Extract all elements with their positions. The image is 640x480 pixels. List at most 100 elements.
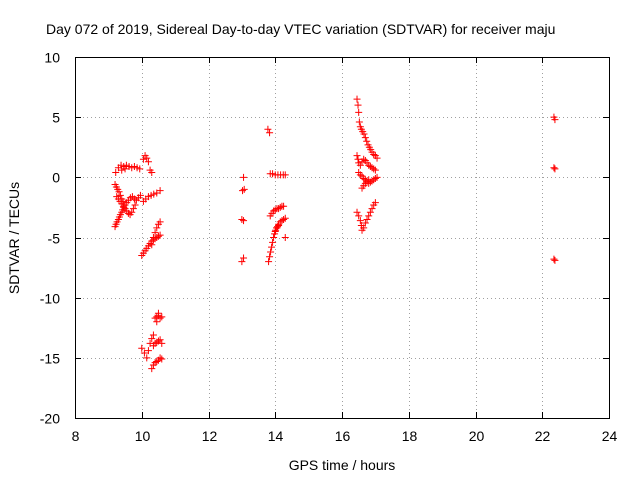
x-tick-label: 18 bbox=[402, 428, 418, 444]
data-point bbox=[128, 208, 136, 216]
data-point bbox=[153, 318, 161, 326]
data-point bbox=[281, 171, 289, 179]
data-point bbox=[129, 205, 137, 213]
data-point bbox=[124, 209, 132, 217]
data-point bbox=[355, 118, 363, 126]
data-point bbox=[154, 232, 162, 240]
data-point bbox=[158, 339, 166, 347]
data-point bbox=[356, 171, 364, 179]
data-point bbox=[355, 212, 363, 220]
data-point bbox=[156, 231, 164, 239]
data-point bbox=[144, 158, 152, 166]
data-point bbox=[353, 152, 361, 160]
data-point bbox=[131, 201, 139, 209]
data-point bbox=[280, 215, 288, 223]
data-point bbox=[266, 253, 274, 261]
data-point bbox=[148, 241, 156, 249]
data-point bbox=[156, 218, 164, 226]
data-point bbox=[271, 227, 279, 235]
data-point bbox=[115, 188, 123, 196]
y-tick-label: -15 bbox=[40, 351, 60, 367]
data-point bbox=[361, 134, 369, 142]
data-point bbox=[264, 125, 272, 133]
data-point bbox=[280, 202, 288, 210]
data-point bbox=[156, 354, 164, 362]
data-point bbox=[270, 234, 278, 241]
tick-layer: 8 10 12 14 16 18 20 22 24 -20 -15 -10 -5 0 5 10 bbox=[40, 50, 618, 445]
data-point bbox=[371, 199, 379, 207]
data-point bbox=[273, 224, 281, 232]
data-point bbox=[151, 229, 159, 237]
data-point bbox=[144, 347, 152, 355]
data-point bbox=[149, 234, 157, 241]
data-point bbox=[365, 176, 373, 184]
data-point bbox=[240, 185, 248, 193]
data-point bbox=[281, 234, 289, 241]
data-point bbox=[150, 190, 158, 198]
data-point bbox=[373, 154, 381, 162]
data-point bbox=[363, 137, 371, 145]
data-point bbox=[268, 243, 276, 251]
data-point bbox=[353, 208, 361, 216]
data-point bbox=[551, 116, 559, 124]
data-point bbox=[143, 354, 151, 362]
data-point bbox=[154, 309, 162, 317]
data-point bbox=[239, 187, 247, 195]
x-tick-label: 16 bbox=[335, 428, 351, 444]
data-point bbox=[136, 191, 144, 199]
data-point bbox=[149, 331, 157, 339]
x-tick-label: 24 bbox=[602, 428, 618, 444]
data-point bbox=[240, 254, 248, 262]
data-point bbox=[373, 173, 381, 181]
y-tick-label: -10 bbox=[40, 291, 60, 307]
data-point bbox=[112, 169, 120, 177]
data-point bbox=[360, 155, 368, 163]
data-point bbox=[119, 197, 127, 205]
x-axis-label: GPS time / hours bbox=[289, 457, 396, 473]
data-point bbox=[121, 165, 129, 173]
grid-layer bbox=[75, 57, 609, 418]
data-point bbox=[360, 130, 368, 138]
y-tick-label: -5 bbox=[48, 231, 61, 247]
data-point bbox=[371, 166, 379, 174]
data-point bbox=[238, 215, 246, 223]
data-points-layer bbox=[111, 95, 559, 373]
data-point bbox=[267, 248, 275, 256]
y-axis-label: SDTVAR / TECUs bbox=[6, 182, 22, 294]
data-point bbox=[353, 95, 361, 103]
data-point bbox=[153, 357, 161, 365]
data-point bbox=[240, 217, 248, 225]
data-point bbox=[550, 255, 558, 263]
data-point bbox=[365, 212, 373, 220]
data-point bbox=[354, 101, 362, 109]
data-point bbox=[366, 208, 374, 216]
data-point bbox=[266, 129, 274, 137]
data-point bbox=[269, 238, 277, 246]
x-tick-label: 14 bbox=[268, 428, 284, 444]
data-point bbox=[148, 335, 156, 343]
data-point bbox=[156, 314, 164, 322]
data-point bbox=[361, 219, 369, 227]
data-point bbox=[265, 258, 273, 266]
data-point bbox=[281, 214, 289, 222]
data-point bbox=[139, 155, 147, 163]
data-point bbox=[240, 173, 248, 181]
data-point bbox=[136, 165, 144, 173]
x-tick-label: 8 bbox=[72, 428, 80, 444]
data-point bbox=[143, 154, 151, 162]
data-point bbox=[550, 164, 558, 172]
data-point bbox=[158, 313, 166, 321]
data-point bbox=[355, 108, 363, 116]
x-tick-label: 22 bbox=[535, 428, 551, 444]
data-point bbox=[370, 150, 378, 158]
data-point bbox=[156, 187, 164, 195]
data-point bbox=[368, 205, 376, 213]
data-point bbox=[551, 256, 559, 264]
data-point bbox=[356, 161, 364, 169]
data-point bbox=[238, 258, 246, 266]
data-point bbox=[363, 215, 371, 223]
x-tick-label: 20 bbox=[469, 428, 485, 444]
data-point bbox=[118, 166, 126, 174]
